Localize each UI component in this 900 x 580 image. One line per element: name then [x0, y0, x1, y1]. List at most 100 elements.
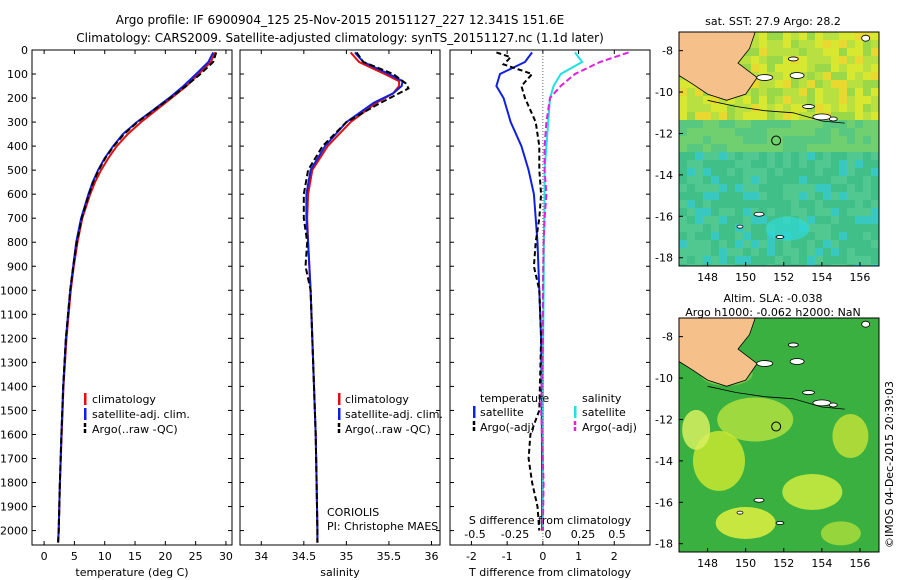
legend-title-salinity: salinity	[582, 392, 622, 405]
sst-pixel	[847, 128, 855, 136]
map-x-tick-label: 152	[773, 271, 794, 284]
sst-pixel	[775, 88, 783, 96]
sst-pixel	[847, 168, 855, 176]
sst-pixel	[735, 96, 743, 104]
sst-pixel	[679, 216, 687, 224]
sla-map-title-2: Argo h1000: -0.062 h2000: NaN	[685, 306, 861, 319]
sst-pixel	[855, 184, 863, 192]
sst-pixel	[695, 96, 703, 104]
sst-pixel	[743, 224, 751, 232]
sst-pixel	[743, 240, 751, 248]
sst-pixel	[839, 80, 847, 88]
sst-pixel	[679, 152, 687, 160]
sst-pixel	[695, 176, 703, 184]
sst-pixel	[831, 112, 839, 120]
sst-pixel	[839, 256, 847, 264]
land-mass	[679, 318, 758, 387]
sst-pixel	[751, 56, 759, 64]
difference-legend: temperature satellite Argo(-adj) salinit…	[472, 392, 637, 434]
sst-pixel	[711, 152, 719, 160]
map-y-tick-label: -12	[655, 413, 673, 426]
island	[789, 358, 805, 365]
sst-pixel	[743, 264, 751, 266]
sst-pixel	[711, 208, 719, 216]
land-mass	[679, 32, 758, 101]
depth-tick-label: 1400	[0, 380, 28, 393]
sst-pixel	[847, 96, 855, 104]
reef-contour	[707, 99, 845, 124]
x-tick-label: 36	[424, 550, 438, 563]
sst-pixel	[807, 224, 815, 232]
sst-pixel	[695, 128, 703, 136]
sst-pixel	[863, 184, 871, 192]
sst-pixel	[855, 48, 863, 56]
depth-tick-label: 600	[7, 188, 28, 201]
sst-pixel	[863, 208, 871, 216]
sst-pixel	[855, 120, 863, 128]
sst-pixel	[863, 168, 871, 176]
sst-cool-patch	[765, 216, 810, 241]
sst-pixel	[743, 56, 751, 64]
legend-label-argo: Argo(..raw -QC)	[92, 423, 178, 436]
sst-pixel	[839, 200, 847, 208]
sst-pixel	[711, 224, 719, 232]
difference-frame	[449, 49, 651, 546]
sst-pixel	[775, 168, 783, 176]
series-line-s-satellite	[541, 51, 584, 531]
sst-pixel	[807, 264, 815, 266]
sst-pixel	[775, 72, 783, 80]
sst-pixel	[679, 80, 687, 88]
sst-pixel	[847, 208, 855, 216]
sst-pixel	[759, 176, 767, 184]
sst-pixel	[847, 176, 855, 184]
salinity-frame	[239, 49, 441, 546]
sst-pixel	[855, 176, 863, 184]
sst-pixel	[751, 208, 759, 216]
map-x-tick-label: 154	[811, 271, 832, 284]
sla-anomaly-blob	[682, 409, 711, 450]
sst-pixel	[831, 256, 839, 264]
map-y-tick-label: -14	[655, 169, 673, 182]
sst-pixel	[847, 160, 855, 168]
sst-pixel	[815, 104, 823, 112]
depth-tick-label: 1300	[0, 356, 28, 369]
sst-pixel	[839, 96, 847, 104]
sst-pixel	[831, 64, 839, 72]
sst-pixel	[783, 72, 791, 80]
sst-pixel	[807, 56, 815, 64]
sst-pixel	[815, 216, 823, 224]
sst-pixel	[863, 160, 871, 168]
sst-pixel	[847, 184, 855, 192]
sst-pixel	[695, 200, 703, 208]
sst-pixel	[855, 200, 863, 208]
series-line-climatology	[306, 51, 401, 543]
sst-pixel	[727, 232, 735, 240]
sst-pixel	[815, 120, 823, 128]
sst-pixel	[727, 144, 735, 152]
island	[775, 521, 785, 525]
legend-label-s-argo: Argo(-adj)	[582, 421, 637, 434]
sst-pixel	[775, 184, 783, 192]
sst-pixel	[735, 256, 743, 264]
sst-pixel	[751, 96, 759, 104]
sst-pixel	[759, 104, 767, 112]
sst-pixel	[727, 216, 735, 224]
sst-pixel	[759, 56, 767, 64]
sst-pixel	[767, 136, 775, 144]
sst-pixel	[855, 248, 863, 256]
sst-pixel	[799, 208, 807, 216]
sst-pixel	[815, 80, 823, 88]
sla-map-title-1: Altim. SLA: -0.038	[723, 292, 822, 305]
sst-pixel	[743, 176, 751, 184]
sst-pixel	[815, 128, 823, 136]
sst-pixel	[775, 128, 783, 136]
sst-pixel	[847, 144, 855, 152]
sst-pixel	[727, 184, 735, 192]
sst-pixel	[751, 240, 759, 248]
sst-pixel	[767, 192, 775, 200]
sst-pixel	[815, 96, 823, 104]
sst-pixel	[799, 40, 807, 48]
sst-pixel	[783, 184, 791, 192]
sst-pixel	[687, 240, 695, 248]
sst-pixel	[719, 240, 727, 248]
